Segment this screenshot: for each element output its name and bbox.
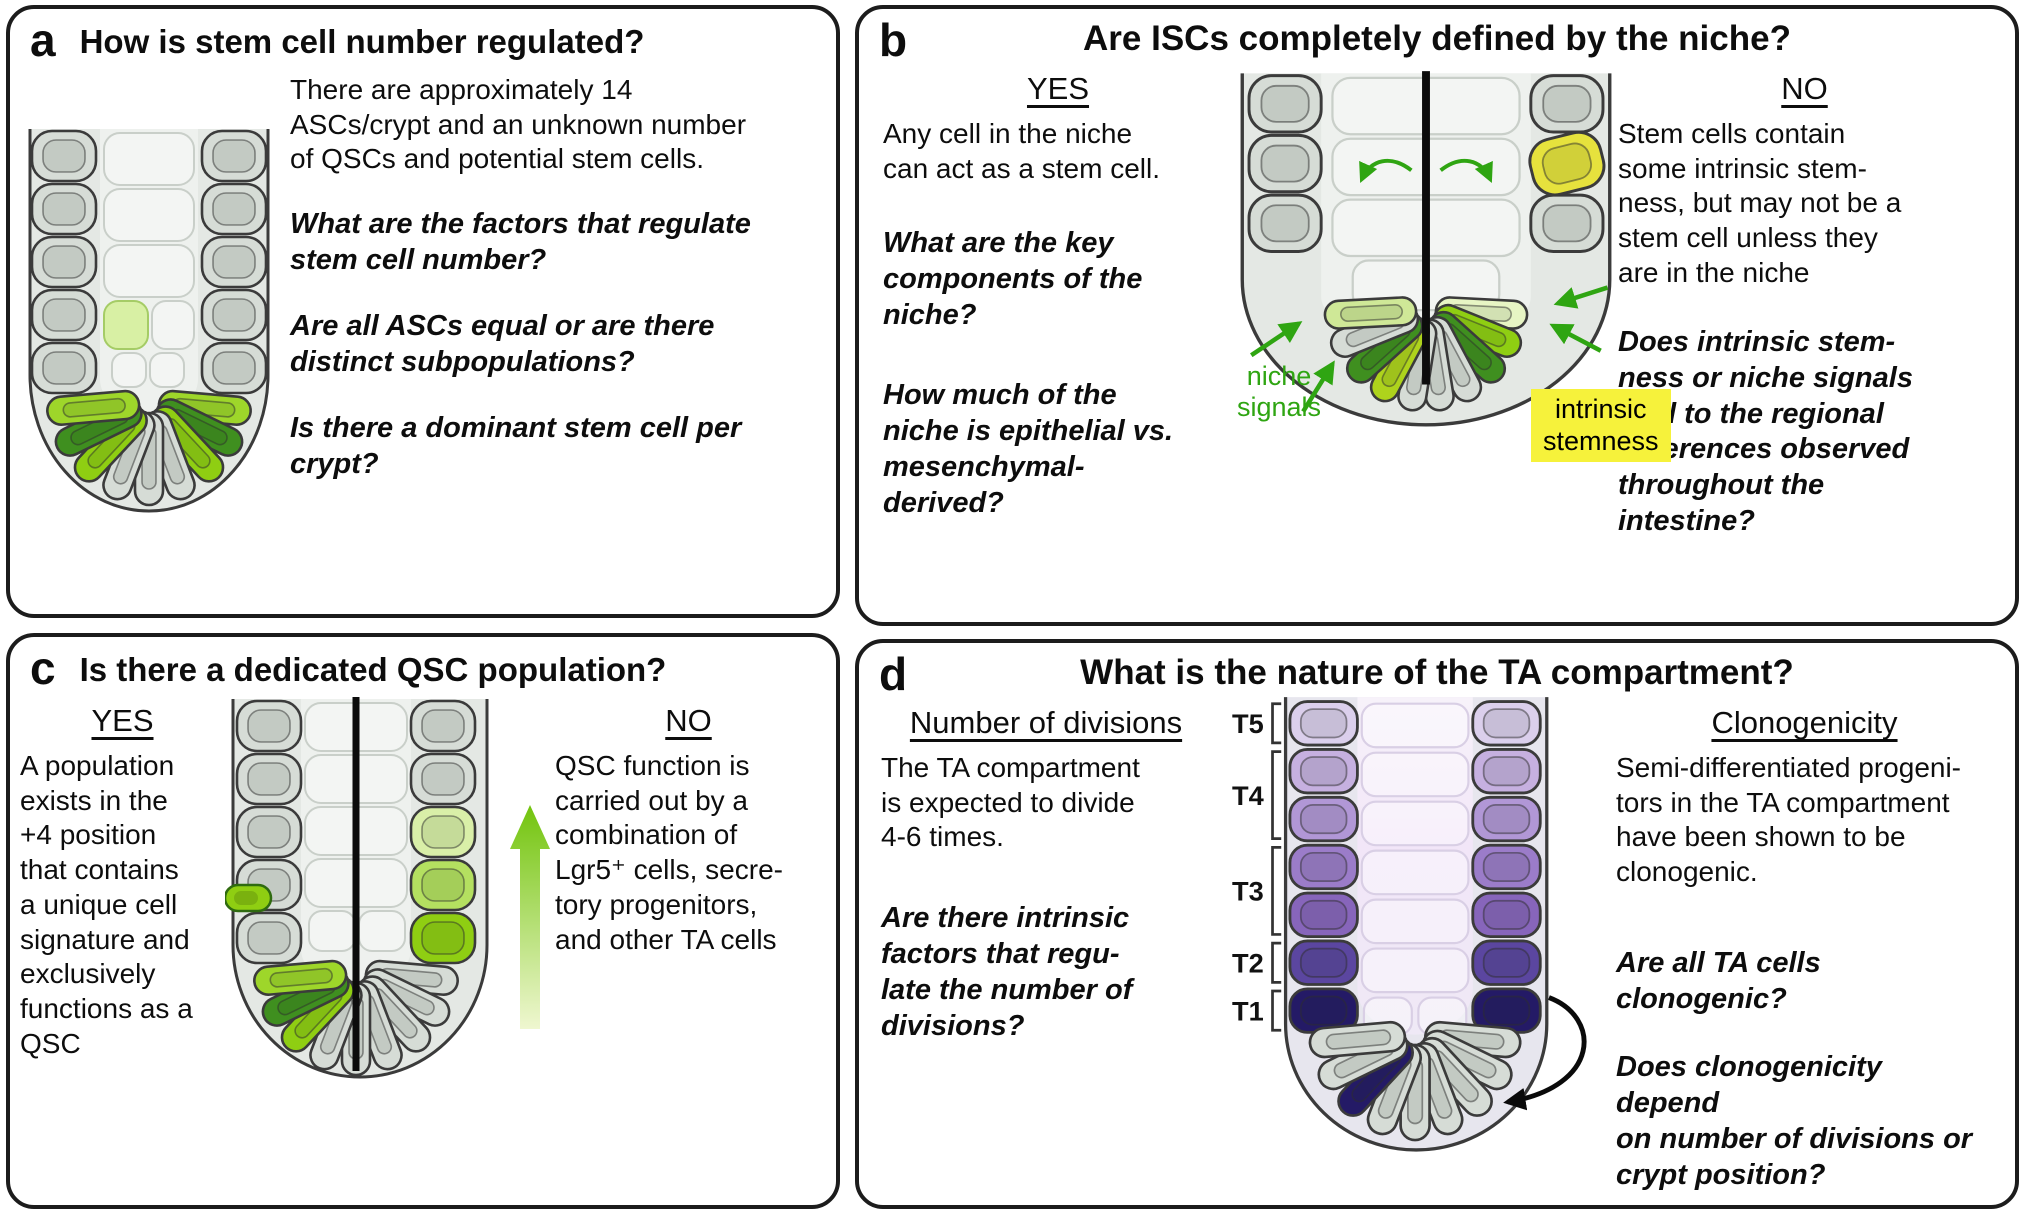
crypt-illustration-d-wrap: T5 T4 T3 T2 T1 bbox=[1211, 693, 1616, 1194]
tier-label-t1: T1 bbox=[1232, 995, 1264, 1026]
potential-stem-cell-green-ghost bbox=[103, 300, 149, 350]
tier-label-t5: T5 bbox=[1232, 708, 1264, 739]
panel-b-no-question: Does intrinsic stem- ness or niche signa… bbox=[1618, 325, 1913, 538]
right-cell-column bbox=[409, 699, 477, 965]
panel-b-yes-text: Any cell in the niche can act as a stem … bbox=[883, 118, 1161, 184]
crypt-illustration-d: T5 T4 T3 T2 T1 bbox=[1232, 697, 1586, 1152]
qsc-plus4-cell bbox=[223, 883, 273, 913]
panel-a-question-3: Is there a dominant stem cell per crypt? bbox=[290, 411, 742, 480]
panel-b-yes-column: YES Any cell in the niche can act as a s… bbox=[883, 59, 1233, 540]
yes-heading: YES bbox=[91, 703, 154, 738]
crypt-illustration-b bbox=[1240, 71, 1611, 427]
panel-a-title: How is stem cell number regulated? bbox=[79, 23, 645, 60]
number-of-divisions-heading: Number of divisions bbox=[909, 705, 1183, 740]
panel-c-yes-column: YES A population exists in the +4 positi… bbox=[20, 691, 225, 1102]
panel-d-letter: d bbox=[879, 648, 908, 700]
panel-d-clonogenic-question-1: Are all TA cells clonogenic? bbox=[1616, 946, 1821, 1015]
panel-d-clonogenicity-text: Semi-differentiated progeni- tors in the… bbox=[1616, 752, 1962, 888]
panel-a-question-1: What are the factors that regulate stem … bbox=[290, 208, 751, 277]
tier-label-t2: T2 bbox=[1232, 948, 1264, 979]
panel-d: d What is the nature of the TA compartme… bbox=[855, 639, 2019, 1209]
panel-d-divisions-column: Number of divisions The TA compartment i… bbox=[881, 693, 1211, 1194]
clonogenicity-arrow bbox=[1502, 995, 1586, 1111]
panel-c-no-text: QSC function is carried out by a combina… bbox=[555, 750, 783, 955]
right-cell-column bbox=[200, 129, 268, 395]
left-ta-column bbox=[1288, 700, 1359, 1034]
panel-b-yes-question-2: How much of the niche is epithelial vs. … bbox=[883, 379, 1174, 520]
no-heading: NO bbox=[1781, 71, 1828, 106]
panel-a: a How is stem cell number regulated? bbox=[6, 5, 840, 618]
crypt-illustration-a-wrap bbox=[24, 63, 278, 522]
panel-c-header: c Is there a dedicated QSC population? bbox=[10, 637, 836, 691]
panel-b-title: Are ISCs completely defined by the niche… bbox=[1083, 19, 1791, 58]
panel-a-intro: There are approximately 14 ASCs/crypt an… bbox=[290, 74, 747, 175]
tier-label-t3: T3 bbox=[1232, 876, 1264, 907]
panel-d-title: What is the nature of the TA compartment… bbox=[1080, 653, 1794, 692]
panel-b-yes-question-1: What are the key components of the niche… bbox=[883, 227, 1143, 332]
left-cell-column bbox=[1247, 74, 1323, 253]
niche-signals-label: niche signals bbox=[1237, 361, 1322, 423]
niche-signal-arrows bbox=[1249, 158, 1608, 413]
panel-a-letter: a bbox=[30, 14, 56, 66]
divider-line bbox=[1421, 71, 1430, 385]
panel-d-clonogenicity-column: Clonogenicity Semi-differentiated progen… bbox=[1616, 693, 1993, 1194]
left-cell-column bbox=[30, 129, 98, 395]
intrinsic-stemness-label: intrinsic stemness bbox=[1531, 389, 1671, 462]
clonogenicity-heading: Clonogenicity bbox=[1711, 705, 1898, 740]
crypt-illustration-c bbox=[223, 697, 550, 1079]
left-cell-column bbox=[235, 699, 303, 965]
panel-b: b Are ISCs completely defined by the nic… bbox=[855, 5, 2019, 626]
panel-c-letter: c bbox=[30, 642, 56, 694]
panel-c-no-column: NO QSC function is carried out by a comb… bbox=[555, 691, 822, 1102]
crypt-illustration-b-wrap: niche signals intrinsic stemness bbox=[1233, 59, 1671, 540]
tier-brackets bbox=[1270, 702, 1281, 1032]
panel-b-header: b Are ISCs completely defined by the nic… bbox=[859, 9, 2015, 63]
yes-heading: YES bbox=[1026, 71, 1090, 106]
panel-d-divisions-text: The TA compartment is expected to divide… bbox=[881, 752, 1140, 853]
stemness-gradient-arrow bbox=[510, 805, 550, 1029]
panel-d-divisions-question: Are there intrinsic factors that regu- l… bbox=[881, 902, 1133, 1043]
panel-a-header: a How is stem cell number regulated? bbox=[10, 9, 836, 63]
panel-c-title: Is there a dedicated QSC population? bbox=[79, 651, 667, 688]
lumen-ghost-cells bbox=[103, 132, 195, 388]
panel-d-header: d What is the nature of the TA compartme… bbox=[859, 643, 2015, 697]
divider-line bbox=[352, 697, 360, 1071]
crypt-illustration-a bbox=[28, 129, 270, 513]
crypt-illustration-c-wrap bbox=[223, 691, 555, 1102]
right-ta-column bbox=[1470, 700, 1542, 1034]
panel-c-yes-text: A population exists in the +4 position t… bbox=[20, 750, 193, 1059]
no-heading: NO bbox=[665, 703, 712, 738]
panel-b-no-text: Stem cells contain some intrinsic stem- … bbox=[1618, 118, 1902, 288]
tier-label-t4: T4 bbox=[1232, 780, 1264, 811]
crypt-lumen bbox=[1356, 697, 1473, 1035]
panel-b-no-column: NO Stem cells contain some intrinsic ste… bbox=[1618, 59, 1991, 540]
panel-c: c Is there a dedicated QSC population? Y… bbox=[6, 633, 840, 1209]
panel-a-question-2: Are all ASCs equal or are there distinct… bbox=[290, 310, 715, 379]
panel-b-letter: b bbox=[879, 14, 908, 66]
lumen-ghost-cells bbox=[1360, 702, 1470, 1036]
panel-d-clonogenic-question-2: Does clonogenicity depend on number of d… bbox=[1616, 1050, 1973, 1191]
